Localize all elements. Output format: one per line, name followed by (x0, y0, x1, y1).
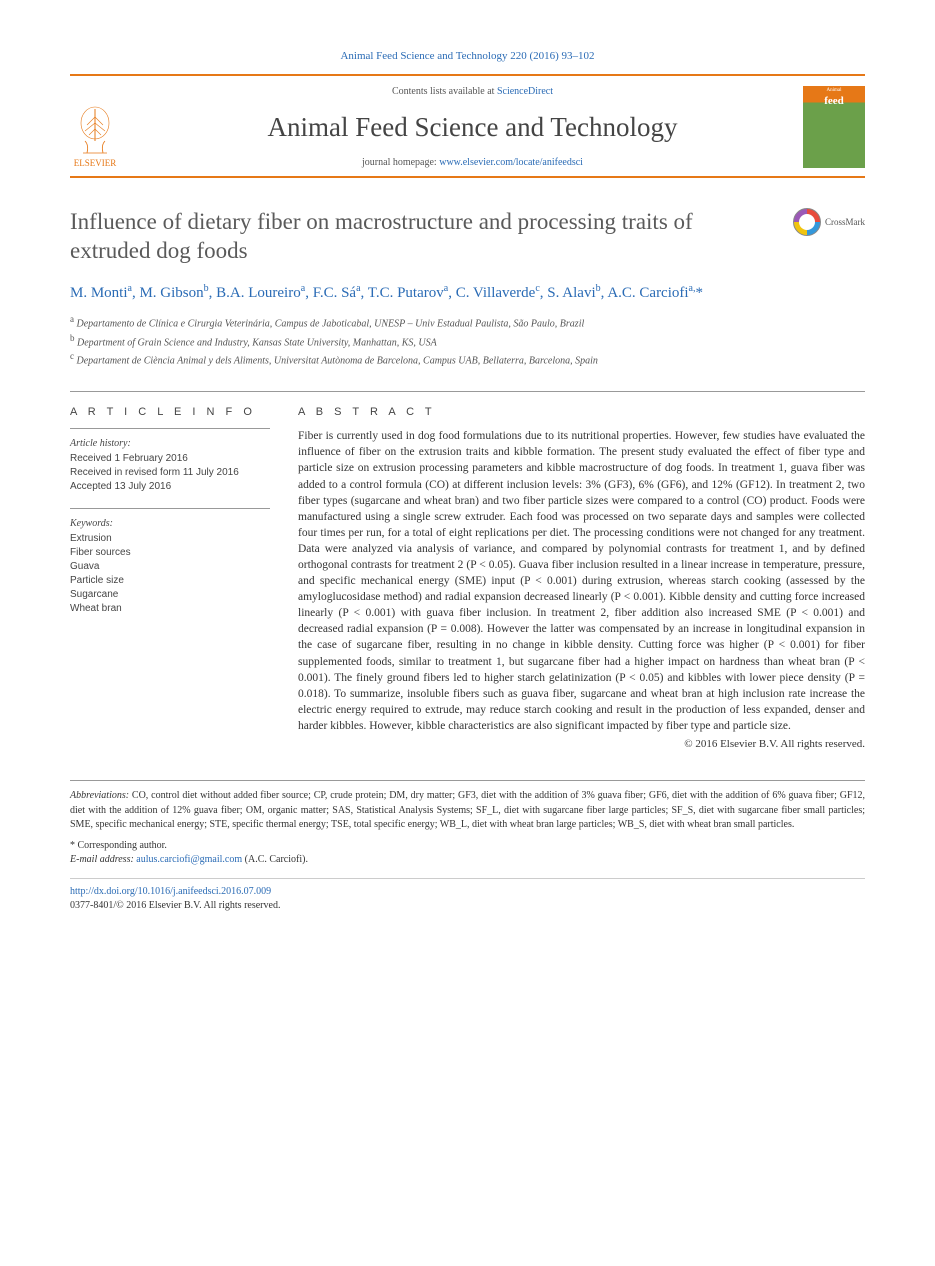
history-block: Article history: Received 1 February 201… (70, 428, 270, 494)
article-info-column: A R T I C L E I N F O Article history: R… (70, 406, 270, 750)
abbreviations: Abbreviations: CO, control diet without … (70, 789, 865, 833)
abbrev-label: Abbreviations: (70, 790, 129, 801)
history-heading: Article history: (70, 437, 270, 451)
history-line: Accepted 13 July 2016 (70, 480, 270, 494)
journal-header: ELSEVIER Contents lists available at Sci… (70, 74, 865, 178)
keywords-heading: Keywords: (70, 517, 270, 531)
doi-link[interactable]: http://dx.doi.org/10.1016/j.anifeedsci.2… (70, 885, 865, 900)
footer-separator (70, 878, 865, 879)
elsevier-tree-icon (70, 103, 120, 158)
cover-label-top: Animal (827, 88, 842, 93)
title-row: Influence of dietary fiber on macrostruc… (70, 208, 865, 266)
homepage-prefix: journal homepage: (362, 157, 439, 168)
article-page: Animal Feed Science and Technology 220 (… (0, 0, 935, 954)
sciencedirect-link[interactable]: ScienceDirect (497, 86, 553, 97)
journal-homepage: journal homepage: www.elsevier.com/locat… (155, 157, 790, 168)
contents-available: Contents lists available at ScienceDirec… (155, 86, 790, 97)
abstract-text: Fiber is currently used in dog food form… (298, 428, 865, 734)
affiliation-line: b Department of Grain Science and Indust… (70, 332, 865, 351)
affiliations-block: a Departamento de Clínica e Cirurgia Vet… (70, 313, 865, 369)
email-label: E-mail address: (70, 854, 136, 865)
info-abstract-row: A R T I C L E I N F O Article history: R… (70, 391, 865, 750)
journal-name: Animal Feed Science and Technology (155, 112, 790, 143)
keyword-line: Particle size (70, 574, 270, 588)
keyword-line: Fiber sources (70, 546, 270, 560)
homepage-link[interactable]: www.elsevier.com/locate/anifeedsci (439, 157, 583, 168)
affiliation-line: c Departament de Ciència Animal y dels A… (70, 350, 865, 369)
email-line: E-mail address: aulus.carciofi@gmail.com… (70, 853, 865, 868)
corresponding-author: * Corresponding author. (70, 839, 865, 854)
crossmark-icon (793, 208, 821, 236)
keyword-line: Guava (70, 560, 270, 574)
abbrev-text: CO, control diet without added fiber sou… (70, 790, 865, 830)
crossmark-widget[interactable]: CrossMark (793, 208, 865, 236)
issn-line: 0377-8401/© 2016 Elsevier B.V. All right… (70, 899, 865, 914)
author-email-link[interactable]: aulus.carciofi@gmail.com (136, 854, 242, 865)
citation-line: Animal Feed Science and Technology 220 (… (70, 50, 865, 62)
authors-line: M. Montia, M. Gibsonb, B.A. Loureiroa, F… (70, 282, 865, 303)
keywords-block: Keywords: ExtrusionFiber sourcesGuavaPar… (70, 508, 270, 616)
contents-prefix: Contents lists available at (392, 86, 497, 97)
abstract-heading: A B S T R A C T (298, 406, 865, 418)
copyright-line: © 2016 Elsevier B.V. All rights reserved… (298, 738, 865, 750)
abstract-column: A B S T R A C T Fiber is currently used … (298, 406, 865, 750)
elsevier-logo[interactable]: ELSEVIER (70, 103, 120, 168)
affiliation-line: a Departamento de Clínica e Cirurgia Vet… (70, 313, 865, 332)
article-title: Influence of dietary fiber on macrostruc… (70, 208, 793, 266)
history-line: Received 1 February 2016 (70, 452, 270, 466)
cover-label-main: feed (824, 95, 844, 107)
journal-cover-thumb[interactable]: Animal feed (803, 86, 865, 168)
cover-block: Animal feed (790, 76, 865, 176)
crossmark-label: CrossMark (825, 217, 865, 227)
publisher-name: ELSEVIER (74, 158, 117, 168)
history-line: Received in revised form 11 July 2016 (70, 466, 270, 480)
publisher-logo-block: ELSEVIER (70, 76, 155, 176)
email-suffix: (A.C. Carciofi). (242, 854, 308, 865)
keyword-line: Wheat bran (70, 602, 270, 616)
article-info-heading: A R T I C L E I N F O (70, 406, 270, 418)
keyword-line: Sugarcane (70, 588, 270, 602)
footer-block: Abbreviations: CO, control diet without … (70, 780, 865, 914)
keyword-line: Extrusion (70, 532, 270, 546)
header-center: Contents lists available at ScienceDirec… (155, 76, 790, 176)
